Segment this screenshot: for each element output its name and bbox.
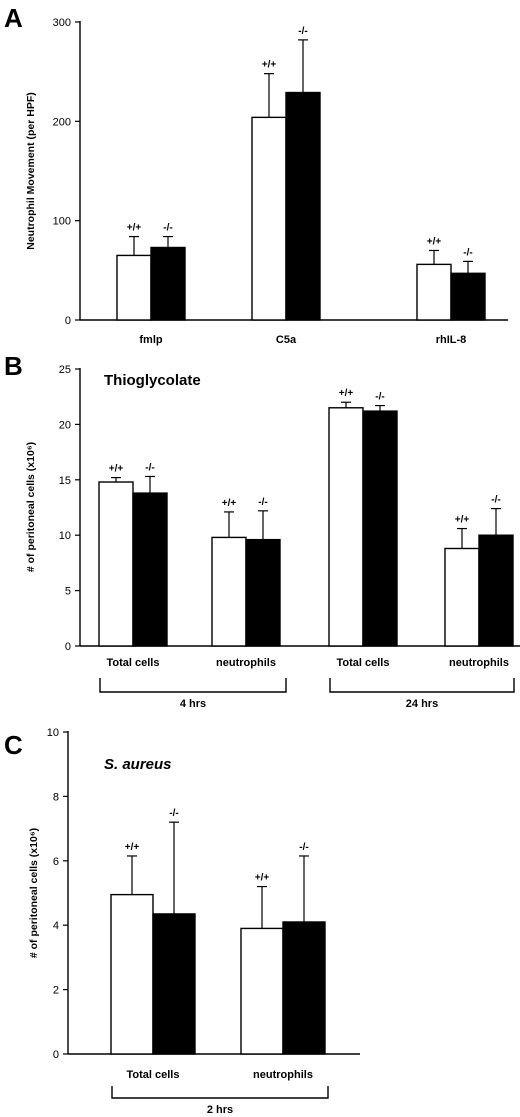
y-tick-label: 2 <box>53 985 59 997</box>
category-label: Total cells <box>127 1069 180 1081</box>
panel-letter: C <box>4 730 23 760</box>
y-tick-label: 25 <box>59 364 71 376</box>
y-tick-label: 6 <box>53 856 59 868</box>
bar <box>211 536 247 647</box>
y-axis-label: Neutrophil Movement (per HPF) <box>25 92 37 250</box>
group-bracket <box>329 678 515 693</box>
bar-genotype-label: -/- <box>169 808 178 819</box>
y-tick-label: 100 <box>53 216 71 228</box>
bar-genotype-label: -/- <box>258 497 267 508</box>
bar-genotype-label: +/+ <box>427 236 442 247</box>
bar <box>444 547 480 647</box>
category-label: Total cells <box>107 657 160 669</box>
bar <box>416 263 452 321</box>
category-label: Total cells <box>337 657 390 669</box>
bar <box>328 407 364 647</box>
bar <box>240 927 284 1055</box>
group-label: 2 hrs <box>207 1104 233 1116</box>
bar <box>98 481 134 647</box>
bar <box>282 921 326 1055</box>
panel-c: C 0 2 4 6 8 10 # of peritoneal cells (x10⁶) S. a… <box>4 727 360 1116</box>
y-tick-label: 20 <box>59 419 71 431</box>
group-label: 4 hrs <box>180 698 206 710</box>
bar-genotype-label: -/- <box>163 223 172 234</box>
panel-letter: B <box>4 351 23 381</box>
y-tick-label: 0 <box>65 641 71 653</box>
bar-genotype-label: -/- <box>145 462 154 473</box>
category-label: neutrophils <box>216 657 276 669</box>
bar <box>110 893 154 1055</box>
y-tick-label: 4 <box>53 920 59 932</box>
category-label: fmlp <box>139 334 163 346</box>
panel-a: A 0 100 200 300 Neutrophil Movement (per HPF)… <box>4 3 508 346</box>
y-tick-label: 15 <box>59 475 71 487</box>
y-tick-label: 0 <box>53 1049 59 1061</box>
panel-title: Thioglycolate <box>104 372 201 389</box>
category-label: neutrophils <box>253 1069 313 1081</box>
panel-b: B 0 5 10 15 20 25 # of peritoneal cells (x10⁶) T… <box>4 351 520 710</box>
panel-letter: A <box>4 3 23 33</box>
bar-genotype-label: -/- <box>491 495 500 506</box>
bar <box>285 91 321 321</box>
y-tick-label: 10 <box>59 530 71 542</box>
panel-title: S. aureus <box>104 756 172 773</box>
bar-genotype-label: -/- <box>463 247 472 258</box>
bar <box>152 913 196 1055</box>
category-label: neutrophils <box>449 657 509 669</box>
y-tick-label: 200 <box>53 116 71 128</box>
bar-genotype-label: +/+ <box>455 515 470 526</box>
group-bracket <box>99 678 287 693</box>
bar-genotype-label: +/+ <box>339 388 354 399</box>
y-axis-label: # of peritoneal cells (x10⁶) <box>25 442 37 572</box>
bar-genotype-label: +/+ <box>222 498 237 509</box>
bar <box>251 116 287 321</box>
y-tick-label: 300 <box>53 17 71 29</box>
bar <box>362 410 398 647</box>
y-tick-label: 8 <box>53 791 59 803</box>
bar-genotype-label: +/+ <box>125 842 140 853</box>
bar <box>245 538 281 647</box>
group-bracket <box>111 1086 329 1099</box>
bar-genotype-label: -/- <box>299 842 308 853</box>
bar-genotype-label: +/+ <box>127 223 142 234</box>
y-axis-label: # of peritoneal cells (x10⁶) <box>28 828 40 958</box>
bar-genotype-label: +/+ <box>255 873 270 884</box>
bar <box>116 254 152 321</box>
y-tick-label: 5 <box>65 586 71 598</box>
bar <box>132 492 168 647</box>
bar <box>478 534 514 647</box>
category-label: rhIL-8 <box>436 334 467 346</box>
bar-genotype-label: +/+ <box>109 464 124 475</box>
bar-genotype-label: +/+ <box>262 60 277 71</box>
group-label: 24 hrs <box>406 698 438 710</box>
y-tick-label: 10 <box>47 727 59 739</box>
y-tick-label: 0 <box>65 315 71 327</box>
bar <box>150 246 186 321</box>
category-label: C5a <box>276 334 297 346</box>
bar-genotype-label: -/- <box>375 392 384 403</box>
bar <box>450 272 486 321</box>
bar-genotype-label: -/- <box>298 26 307 37</box>
